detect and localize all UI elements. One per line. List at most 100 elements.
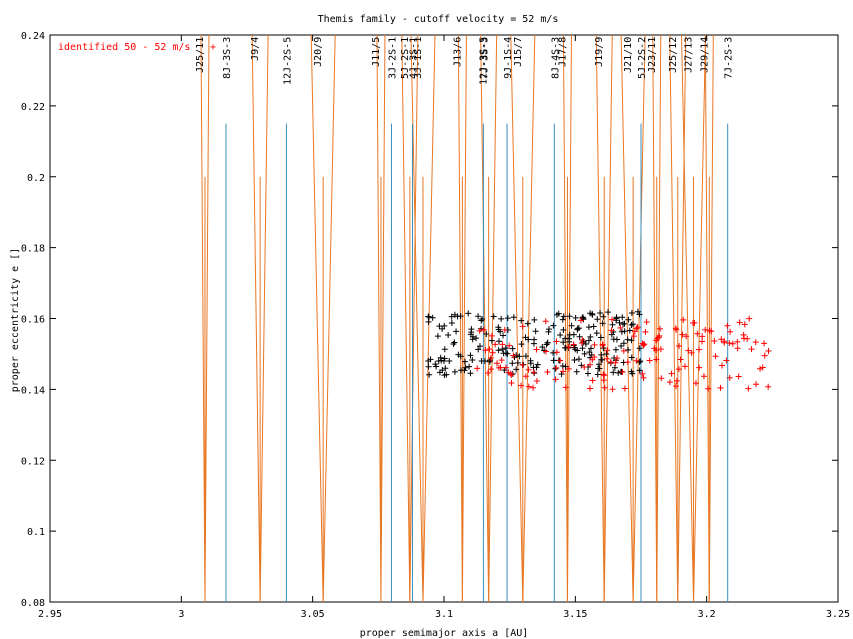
- data-point-black: [462, 364, 469, 371]
- data-point-black: [618, 328, 625, 335]
- x-tick-label: 3: [178, 609, 184, 620]
- y-tick-label: 0.2: [27, 173, 45, 184]
- data-point-red: [603, 355, 610, 362]
- data-point-black: [441, 358, 447, 365]
- data-point-black: [585, 337, 592, 344]
- resonance-label: 8J-4S-3: [550, 37, 561, 79]
- data-point-red: [620, 347, 627, 354]
- data-point-black: [573, 368, 580, 375]
- data-point-black: [469, 357, 476, 364]
- data-point-red: [696, 364, 703, 371]
- data-point-red: [726, 374, 733, 381]
- data-point-black: [574, 347, 581, 354]
- data-point-red: [506, 342, 513, 349]
- data-point-black: [530, 340, 537, 347]
- data-point-red: [705, 385, 712, 392]
- data-point-red: [494, 360, 501, 367]
- data-point-red: [609, 316, 616, 323]
- data-point-red: [530, 369, 537, 376]
- data-point-black: [498, 315, 505, 322]
- data-point-red: [657, 325, 664, 332]
- data-point-red: [735, 373, 742, 380]
- x-tick-label: 3.25: [826, 609, 850, 620]
- data-point-black: [534, 361, 541, 368]
- data-point-black: [425, 363, 432, 370]
- data-point-red: [729, 340, 736, 347]
- data-point-red: [480, 326, 487, 333]
- data-point-red: [633, 325, 640, 332]
- data-point-red: [653, 356, 660, 363]
- data-point-red: [570, 341, 577, 348]
- data-point-black: [575, 356, 582, 363]
- data-point-red: [486, 346, 493, 353]
- resonance-label: J25/11: [195, 37, 206, 73]
- data-point-black: [615, 369, 622, 376]
- y-tick-label: 0.12: [21, 456, 45, 467]
- data-point-red: [502, 364, 509, 371]
- data-point-red: [651, 345, 658, 352]
- axis-ticks: 2.95 3 3.05 3.1 3.15 3.2 3.25 0.08 0.1 0.12 0.14 0.…: [21, 31, 850, 620]
- data-point-black: [579, 314, 586, 321]
- data-point-black: [432, 361, 439, 368]
- data-point-red: [553, 364, 560, 371]
- resonance-label: J9/4: [250, 37, 261, 61]
- data-point-black: [518, 317, 525, 324]
- data-point-black: [475, 346, 482, 353]
- data-point-red: [657, 346, 664, 353]
- data-point-red: [708, 328, 715, 335]
- data-point-black: [439, 367, 446, 374]
- resonance-label: J21/10: [623, 37, 634, 73]
- data-point-red: [614, 355, 621, 362]
- resonance-label: 5J-2S-2: [637, 37, 648, 79]
- x-tick-label: 3.2: [698, 609, 716, 620]
- data-point-red: [677, 356, 684, 363]
- data-point-black: [611, 364, 618, 371]
- data-point-black: [455, 351, 462, 358]
- data-point-black: [566, 313, 573, 320]
- data-point-red: [533, 346, 540, 353]
- data-point-red: [601, 384, 608, 391]
- data-point-black: [448, 319, 455, 326]
- data-point-black: [584, 370, 591, 377]
- data-point-black: [495, 326, 502, 333]
- data-point-red: [591, 341, 598, 348]
- data-point-red: [668, 370, 675, 377]
- data-point-red: [562, 384, 569, 391]
- data-point-black: [516, 353, 523, 360]
- data-point-red: [499, 341, 506, 348]
- data-point-black: [626, 327, 633, 334]
- data-point-black: [562, 363, 569, 370]
- data-point-red: [765, 383, 772, 390]
- resonance-label: 7J-3S-3: [479, 37, 490, 79]
- data-point-red: [744, 335, 751, 342]
- data-point-black: [557, 332, 564, 339]
- data-point-black: [568, 322, 575, 329]
- data-point-black: [532, 328, 539, 335]
- data-point-red: [501, 326, 508, 333]
- data-point-black: [543, 341, 550, 348]
- data-point-black: [558, 371, 565, 378]
- data-point-black: [531, 316, 538, 323]
- data-point-red: [712, 353, 719, 360]
- y-tick-label: 0.24: [21, 31, 45, 42]
- data-point-red: [746, 315, 753, 322]
- data-point-red: [723, 357, 730, 364]
- data-point-red: [765, 348, 772, 355]
- data-point-red: [565, 343, 572, 350]
- data-point-red: [745, 385, 752, 392]
- data-point-black: [609, 321, 616, 328]
- data-point-black: [453, 328, 460, 335]
- data-point-black: [593, 330, 600, 337]
- data-point-red: [646, 357, 653, 364]
- data-point-black: [467, 352, 474, 359]
- y-axis-label: proper eccentricity e []: [10, 248, 21, 393]
- data-point-black: [467, 331, 474, 338]
- data-point-black: [597, 310, 604, 317]
- data-point-red: [498, 357, 505, 364]
- data-point-black: [603, 351, 610, 358]
- data-point-red: [507, 370, 514, 377]
- data-point-black: [624, 336, 631, 343]
- data-point-black: [566, 331, 573, 338]
- data-point-red: [727, 328, 734, 335]
- data-point-red: [608, 327, 615, 334]
